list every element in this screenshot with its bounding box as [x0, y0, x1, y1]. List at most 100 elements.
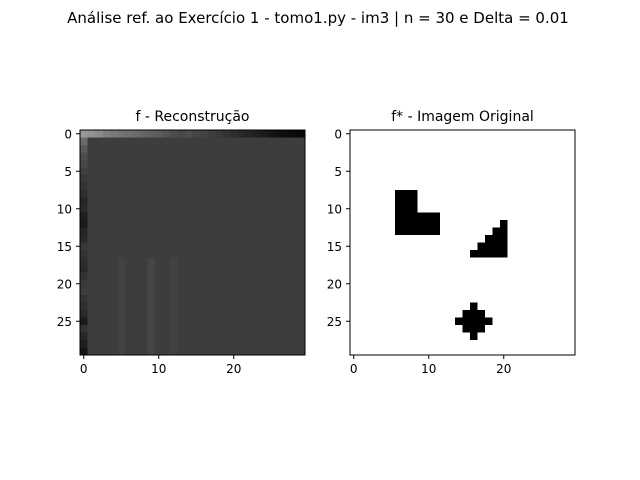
image-cell: [102, 182, 111, 191]
image-cell: [417, 130, 426, 138]
image-cell: [462, 220, 471, 228]
image-cell: [245, 137, 253, 146]
image-cell: [470, 310, 478, 318]
image-cell: [350, 332, 358, 341]
image-cell: [410, 287, 418, 296]
image-cell: [432, 145, 441, 153]
image-cell: [552, 257, 561, 266]
image-cell: [425, 137, 433, 146]
image-cell: [185, 182, 193, 191]
image-cell: [297, 242, 306, 251]
image-cell: [522, 332, 531, 341]
image-cell: [87, 227, 96, 236]
image-cell: [485, 340, 493, 348]
image-cell: [125, 167, 133, 176]
image-cell: [552, 235, 561, 243]
image-cell: [402, 280, 411, 288]
image-cell: [140, 340, 148, 348]
image-cell: [522, 130, 531, 138]
image-cell: [275, 227, 283, 236]
image-cell: [245, 265, 253, 273]
image-cell: [537, 212, 546, 221]
image-cell: [132, 242, 141, 251]
image-cell: [507, 242, 516, 251]
image-cell: [402, 167, 411, 176]
image-cell: [425, 130, 433, 138]
image-cell: [125, 212, 133, 221]
image-cell: [207, 347, 216, 356]
image-cell: [110, 272, 118, 281]
image-cell: [447, 295, 456, 303]
image-cell: [260, 130, 268, 138]
image-cell: [290, 325, 298, 333]
image-cell: [365, 310, 373, 318]
image-cell: [485, 332, 493, 341]
image-cell: [155, 325, 163, 333]
image-cell: [275, 347, 283, 356]
image-cell: [462, 212, 471, 221]
image-cell: [162, 205, 171, 213]
image-cell: [410, 325, 418, 333]
image-cell: [207, 242, 216, 251]
image-cell: [252, 212, 261, 221]
image-cell: [380, 235, 388, 243]
image-cell: [455, 257, 463, 266]
image-cell: [207, 227, 216, 236]
image-cell: [372, 280, 381, 288]
image-cell: [447, 280, 456, 288]
image-cell: [530, 190, 538, 198]
image-cell: [357, 280, 366, 288]
image-cell: [357, 130, 366, 138]
image-cell: [252, 325, 261, 333]
image-cell: [170, 295, 178, 303]
image-cell: [507, 250, 516, 258]
image-cell: [80, 190, 88, 198]
image-cell: [380, 310, 388, 318]
image-cell: [507, 272, 516, 281]
image-cell: [207, 325, 216, 333]
image-cell: [215, 212, 223, 221]
image-cell: [365, 265, 373, 273]
image-cell: [560, 227, 568, 236]
image-cell: [395, 242, 403, 251]
image-cell: [87, 317, 96, 326]
image-cell: [207, 295, 216, 303]
image-cell: [477, 272, 486, 281]
image-cell: [402, 152, 411, 161]
image-cell: [185, 145, 193, 153]
image-cell: [95, 227, 103, 236]
image-cell: [252, 130, 261, 138]
image-cell: [402, 302, 411, 311]
image-cell: [230, 175, 238, 183]
image-cell: [215, 182, 223, 191]
image-cell: [282, 212, 291, 221]
image-cell: [297, 167, 306, 176]
image-cell: [177, 325, 186, 333]
image-cell: [185, 197, 193, 206]
image-cell: [425, 160, 433, 168]
image-cell: [455, 280, 463, 288]
image-cell: [260, 250, 268, 258]
image-cell: [530, 295, 538, 303]
image-cell: [267, 235, 276, 243]
image-cell: [267, 212, 276, 221]
image-cell: [462, 302, 471, 311]
image-cell: [260, 220, 268, 228]
image-cell: [282, 175, 291, 183]
image-cell: [545, 205, 553, 213]
image-cell: [155, 310, 163, 318]
image-cell: [177, 287, 186, 296]
image-cell: [282, 347, 291, 356]
image-cell: [350, 152, 358, 161]
image-cell: [95, 190, 103, 198]
image-cell: [365, 325, 373, 333]
image-cell: [252, 152, 261, 161]
image-cell: [567, 242, 576, 251]
image-cell: [380, 212, 388, 221]
image-cell: [110, 340, 118, 348]
image-cell: [245, 287, 253, 296]
image-cell: [350, 340, 358, 348]
image-cell: [192, 265, 201, 273]
image-cell: [215, 227, 223, 236]
